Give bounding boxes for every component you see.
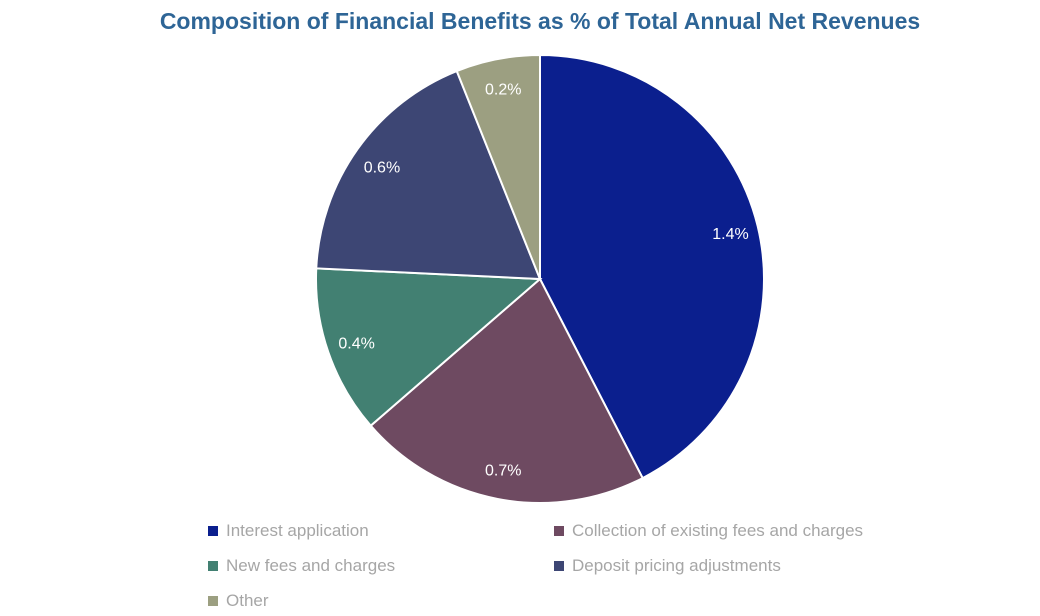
legend-swatch: [208, 526, 218, 536]
pie-slice-4: [455, 53, 541, 280]
legend-item: Collection of existing fees and charges: [554, 521, 863, 541]
legend-label: Other: [226, 591, 269, 610]
data-label: 0.7%: [485, 463, 521, 480]
data-label: 0.4%: [338, 335, 374, 352]
legend-item: Interest application: [208, 521, 369, 541]
legend-swatch: [554, 561, 564, 571]
legend-swatch: [208, 561, 218, 571]
legend-label: New fees and charges: [226, 556, 396, 575]
legend-label: Collection of existing fees and charges: [572, 521, 864, 540]
pie-slice-1: [369, 277, 644, 504]
pie-slice-2: [315, 267, 543, 428]
pie-slice-3: [315, 69, 542, 281]
legend-label: Interest application: [226, 521, 369, 540]
legend-item: New fees and charges: [208, 556, 395, 576]
pie-slice-0: [539, 53, 765, 480]
legend-swatch: [554, 526, 564, 536]
legend-swatch: [208, 596, 218, 606]
data-label: 0.6%: [364, 159, 400, 176]
data-label: 1.4%: [712, 226, 748, 243]
legend-label: Deposit pricing adjustments: [572, 556, 781, 575]
chart-title: Composition of Financial Benefits as % o…: [159, 8, 921, 34]
legend-item: Other: [208, 591, 269, 611]
data-label: 0.2%: [485, 81, 521, 98]
legend-item: Deposit pricing adjustments: [554, 556, 781, 576]
